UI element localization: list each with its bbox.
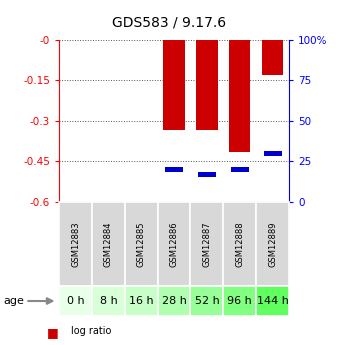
Text: GSM12889: GSM12889 <box>268 221 277 267</box>
Text: GSM12884: GSM12884 <box>104 221 113 267</box>
Text: GSM12887: GSM12887 <box>202 221 211 267</box>
Text: GSM12886: GSM12886 <box>170 221 178 267</box>
Text: 16 h: 16 h <box>129 296 153 306</box>
Text: log ratio: log ratio <box>71 326 111 336</box>
Text: age: age <box>3 296 24 306</box>
Text: GDS583 / 9.17.6: GDS583 / 9.17.6 <box>112 16 226 30</box>
Text: GSM12883: GSM12883 <box>71 221 80 267</box>
Text: 144 h: 144 h <box>257 296 289 306</box>
Text: GSM12888: GSM12888 <box>235 221 244 267</box>
Bar <box>264 151 282 156</box>
Text: 28 h: 28 h <box>162 296 187 306</box>
Bar <box>262 40 283 75</box>
Bar <box>165 167 183 172</box>
Bar <box>196 40 218 130</box>
Text: 96 h: 96 h <box>227 296 252 306</box>
Bar <box>163 40 185 130</box>
Text: GSM12885: GSM12885 <box>137 221 146 267</box>
Text: 52 h: 52 h <box>195 296 219 306</box>
Bar <box>198 172 216 177</box>
Text: 0 h: 0 h <box>67 296 84 306</box>
Text: ■: ■ <box>47 326 59 339</box>
Text: 8 h: 8 h <box>99 296 117 306</box>
Bar <box>229 40 250 152</box>
Bar <box>231 167 249 172</box>
